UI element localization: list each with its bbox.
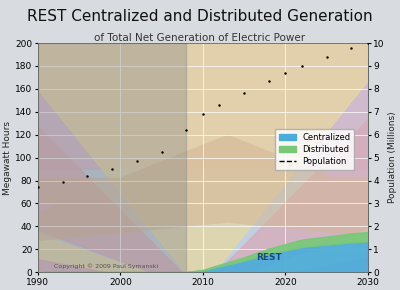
Polygon shape <box>200 0 400 290</box>
Text: Copyright © 2009 Paul Symanski: Copyright © 2009 Paul Symanski <box>54 263 159 269</box>
Polygon shape <box>200 0 400 290</box>
Polygon shape <box>200 0 400 290</box>
Bar <box>38 43 186 272</box>
Bar <box>38 43 368 169</box>
Polygon shape <box>0 0 200 290</box>
Polygon shape <box>200 0 400 290</box>
Text: REST Centralized and Distributed Generation: REST Centralized and Distributed Generat… <box>27 9 373 24</box>
Legend: Centralized, Distributed, Population: Centralized, Distributed, Population <box>275 128 354 170</box>
Polygon shape <box>0 0 200 290</box>
Polygon shape <box>0 0 200 290</box>
Text: REST: REST <box>256 253 282 262</box>
Polygon shape <box>0 0 200 290</box>
Bar <box>38 169 368 272</box>
Text: of Total Net Generation of Electric Power: of Total Net Generation of Electric Powe… <box>94 33 306 43</box>
Polygon shape <box>0 0 200 290</box>
Y-axis label: Population (Millions): Population (Millions) <box>388 112 397 203</box>
Polygon shape <box>200 0 400 290</box>
Polygon shape <box>200 0 400 290</box>
Polygon shape <box>0 0 200 290</box>
Y-axis label: Megawatt Hours: Megawatt Hours <box>3 121 12 195</box>
Polygon shape <box>0 135 400 249</box>
